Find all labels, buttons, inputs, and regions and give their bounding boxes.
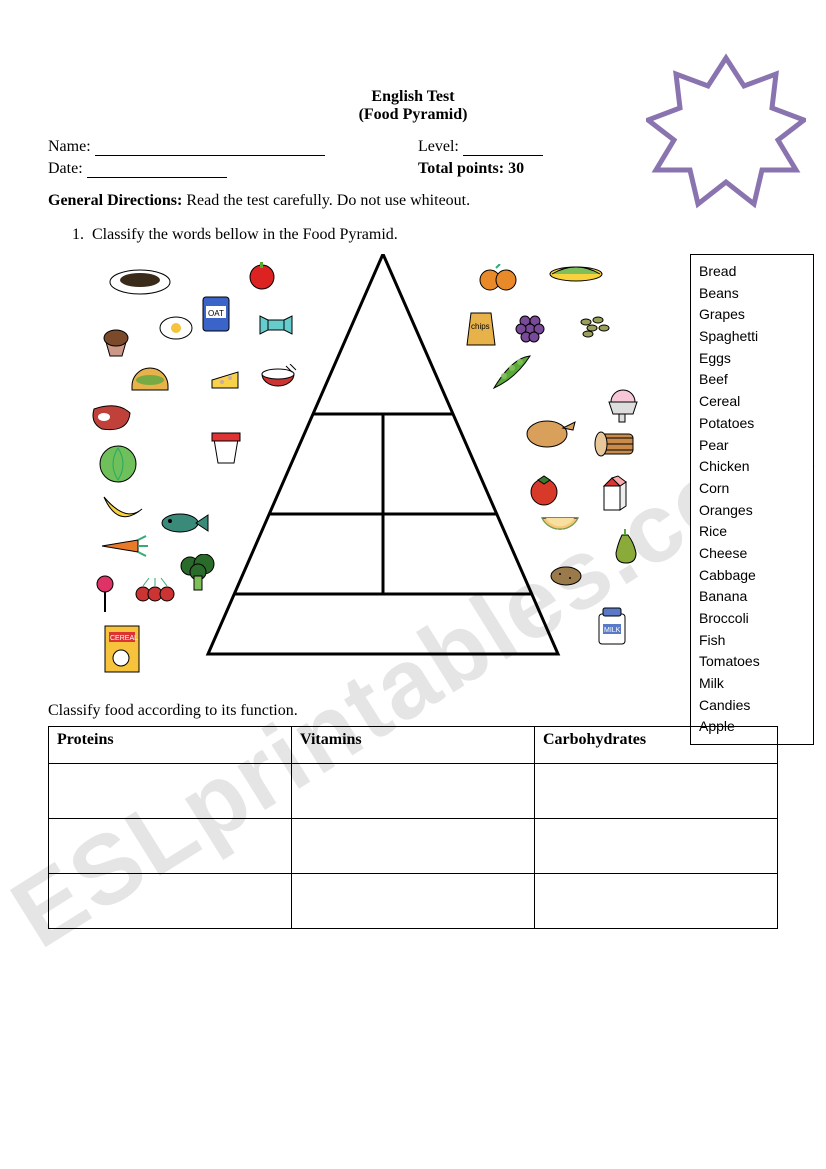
svg-text:chips: chips bbox=[471, 322, 490, 331]
name-field[interactable] bbox=[95, 155, 325, 156]
peapod-icon bbox=[488, 354, 534, 397]
egg-icon bbox=[158, 314, 194, 347]
carrot-icon bbox=[98, 534, 150, 563]
corn-icon bbox=[548, 264, 604, 289]
page-subtitle: (Food Pyramid) bbox=[48, 106, 778, 124]
name-label: Name: bbox=[48, 138, 91, 155]
spaghetti-plate-icon bbox=[108, 264, 172, 301]
question-1: 1. Classify the words bellow in the Food… bbox=[72, 226, 778, 244]
oranges-icon bbox=[478, 264, 518, 297]
rice-bowl-icon bbox=[258, 364, 298, 395]
yogurt-icon bbox=[208, 429, 244, 472]
taco-icon bbox=[128, 364, 172, 397]
total-points-value: 30 bbox=[508, 160, 524, 177]
svg-text:MILK: MILK bbox=[604, 627, 621, 634]
page-title: English Test bbox=[48, 88, 778, 106]
date-field[interactable] bbox=[87, 177, 227, 178]
level-field[interactable] bbox=[463, 155, 543, 156]
chips-icon: chips bbox=[463, 309, 499, 354]
table-row[interactable] bbox=[49, 874, 778, 929]
bread-icon bbox=[593, 424, 641, 463]
potato-icon bbox=[548, 564, 584, 593]
icecream-icon bbox=[603, 384, 643, 429]
svg-text:CEREAL: CEREAL bbox=[110, 635, 138, 642]
classify-table: Proteins Vitamins Carbohydrates bbox=[48, 726, 778, 929]
col-proteins: Proteins bbox=[49, 727, 292, 764]
pyramid-area: OAT CEREAL chips MILK bbox=[48, 254, 778, 684]
table-row[interactable] bbox=[49, 819, 778, 874]
milk-jar-icon: MILK bbox=[593, 604, 631, 653]
milk-carton-icon bbox=[598, 474, 630, 519]
cereal-box-icon: CEREAL bbox=[103, 624, 141, 679]
muffin-icon bbox=[100, 324, 132, 363]
cheese-icon bbox=[208, 364, 242, 397]
beans-icon bbox=[578, 314, 612, 345]
general-directions: General Directions: Read the test carefu… bbox=[48, 192, 778, 210]
oatmeal-can-icon: OAT bbox=[200, 294, 232, 339]
total-points-label: Total points: bbox=[418, 160, 504, 177]
section-2-label: Classify food according to its function. bbox=[48, 702, 778, 720]
grapes-icon bbox=[513, 309, 547, 350]
candy-icon bbox=[258, 314, 294, 341]
chicken-icon bbox=[523, 414, 577, 453]
lollipop-icon bbox=[95, 574, 115, 619]
svg-text:OAT: OAT bbox=[208, 309, 224, 318]
cabbage-icon bbox=[98, 444, 138, 489]
col-vitamins: Vitamins bbox=[292, 727, 535, 764]
strawberries-icon bbox=[133, 574, 177, 609]
table-row[interactable] bbox=[49, 764, 778, 819]
pear-icon bbox=[608, 529, 642, 570]
tomato-icon bbox=[528, 474, 560, 511]
col-carbs: Carbohydrates bbox=[535, 727, 778, 764]
banana-icon bbox=[98, 489, 146, 526]
fish-icon bbox=[158, 509, 210, 542]
level-label: Level: bbox=[418, 138, 459, 155]
steak-icon bbox=[88, 399, 134, 440]
broccoli-icon bbox=[178, 554, 216, 597]
date-label: Date: bbox=[48, 160, 83, 177]
apple-icon bbox=[248, 259, 276, 296]
melon-icon bbox=[538, 514, 582, 545]
